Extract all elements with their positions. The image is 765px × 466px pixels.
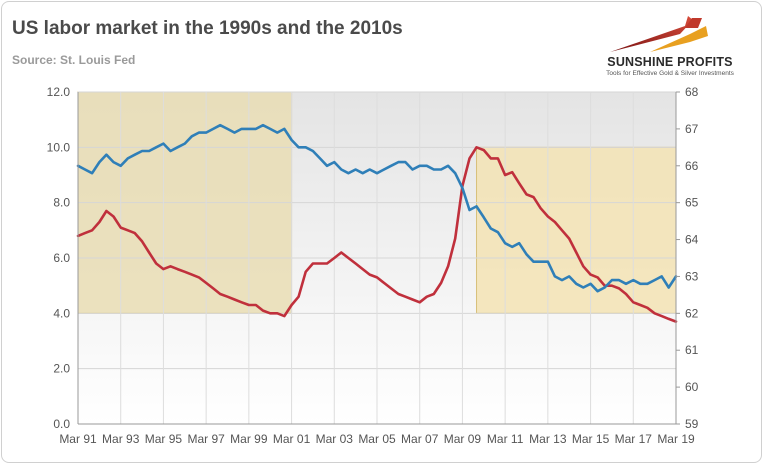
y-left-tick-label: 4.0 bbox=[53, 306, 70, 320]
y-left-tick-label: 8.0 bbox=[53, 196, 70, 210]
y-right-tick-label: 64 bbox=[685, 233, 699, 247]
series-line-right bbox=[76, 123, 678, 293]
x-tick-label: Mar 05 bbox=[358, 432, 396, 446]
y-right-tick-label: 61 bbox=[685, 343, 699, 357]
y-right-tick-label: 67 bbox=[685, 122, 699, 136]
y-left-tick-label: 10.0 bbox=[47, 140, 71, 154]
series-lines bbox=[76, 123, 678, 323]
logo-tagline: Tools for Effective Gold & Silver Invest… bbox=[606, 70, 734, 77]
y-left-tick-label: 0.0 bbox=[53, 417, 70, 431]
page-title: US labor market in the 1990s and the 201… bbox=[12, 18, 403, 39]
x-tick-label: Mar 93 bbox=[102, 432, 140, 446]
x-tick-label: Mar 91 bbox=[59, 432, 97, 446]
x-tick-label: Mar 17 bbox=[615, 432, 653, 446]
y-right-tick-label: 60 bbox=[685, 380, 699, 394]
x-tick-label: Mar 95 bbox=[145, 432, 183, 446]
x-tick-label: Mar 19 bbox=[657, 432, 695, 446]
series-line-left bbox=[76, 146, 678, 323]
axes: 0.0 2.0 4.0 6.0 8.0 10.0 12.0 59 60 61 62 63 64 65 66 6… bbox=[47, 85, 699, 446]
x-tick-label: Mar 15 bbox=[572, 432, 610, 446]
shaded-region-2 bbox=[476, 146, 677, 314]
y-right-tick-label: 68 bbox=[685, 85, 699, 99]
y-right-tick-label: 63 bbox=[685, 269, 699, 283]
x-tick-label: Mar 07 bbox=[401, 432, 439, 446]
y-left-tick-label: 2.0 bbox=[53, 362, 70, 376]
y-right-tick-label: 65 bbox=[685, 196, 699, 210]
x-tick-label: Mar 11 bbox=[487, 432, 524, 446]
x-tick-label: Mar 09 bbox=[444, 432, 482, 446]
brand-logo: SUNSHINE PROFITS Tools for Effective Gol… bbox=[590, 12, 750, 78]
y-right-tick-label: 62 bbox=[685, 306, 699, 320]
x-tick-label: Mar 03 bbox=[316, 432, 354, 446]
y-left-tick-label: 6.0 bbox=[53, 251, 70, 265]
logo-wordmark: SUNSHINE PROFITS bbox=[607, 55, 733, 69]
y-left-tick-label: 12.0 bbox=[47, 85, 71, 99]
sunburst-logo-icon bbox=[610, 16, 708, 52]
y-right-tick-label: 59 bbox=[685, 417, 699, 431]
y-right-tick-label: 66 bbox=[685, 159, 699, 173]
source-note: Source: St. Louis Fed bbox=[12, 53, 136, 67]
x-tick-label: Mar 99 bbox=[230, 432, 268, 446]
x-tick-label: Mar 13 bbox=[529, 432, 567, 446]
x-tick-label: Mar 97 bbox=[187, 432, 225, 446]
x-tick-label: Mar 01 bbox=[273, 432, 311, 446]
